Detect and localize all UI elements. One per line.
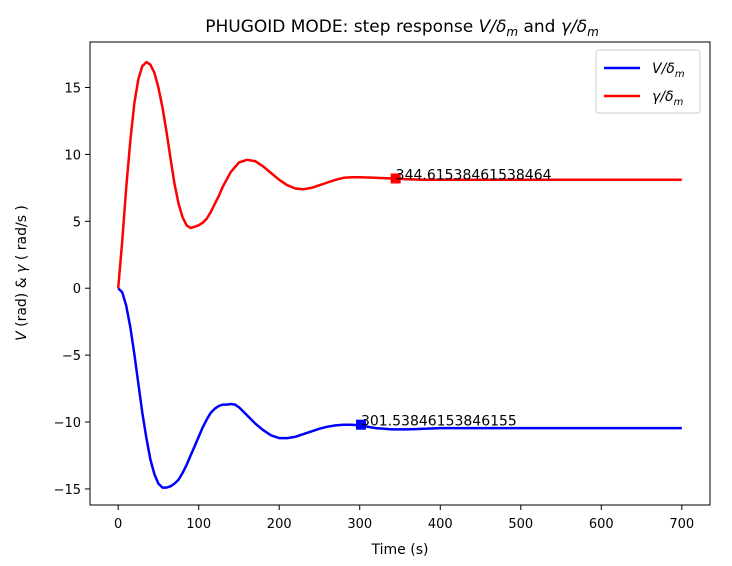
y-tick-label: −15 (54, 483, 81, 498)
axes-frame (89, 41, 711, 506)
series-line-0 (117, 287, 682, 489)
x-tick-label: 400 (428, 517, 453, 532)
x-tick-label: 200 (267, 517, 292, 532)
legend-label-gamma: γ/δm (652, 89, 684, 108)
marker-1 (390, 173, 401, 184)
x-axis-label: Time (s) (371, 542, 429, 558)
y-tick-label: −10 (54, 416, 81, 431)
x-axis-ticks: 0 100 200 300 400 500 600 700 (114, 505, 694, 532)
x-tick-label: 100 (186, 517, 211, 532)
legend: V/δm γ/δm (595, 49, 701, 114)
y-tick-label: 15 (64, 81, 81, 96)
y-tick-label: −5 (62, 349, 81, 364)
x-tick-label: 500 (508, 517, 533, 532)
x-tick-label: 600 (589, 517, 614, 532)
y-tick-label: 10 (64, 148, 81, 163)
y-tick-label: 5 (73, 215, 81, 230)
x-tick-label: 300 (347, 517, 372, 532)
y-axis-label: V (rad) & γ ( rad/s ) (14, 205, 30, 341)
y-tick-label: 0 (73, 282, 81, 297)
x-tick-label: 700 (669, 517, 694, 532)
chart-title: PHUGOID MODE: step response V/δm and γ/δ… (205, 17, 599, 39)
marker-0 (355, 419, 366, 430)
legend-box (595, 49, 701, 114)
x-tick-label: 0 (114, 517, 122, 532)
series-line-1 (116, 60, 682, 289)
legend-label-v: V/δm (652, 61, 685, 80)
plot-area: 301.53846153846155 344.61538461538464 (116, 60, 682, 489)
y-axis-ticks: −15 −10 −5 0 5 10 15 (54, 81, 90, 498)
marker-label-0: 301.53846153846155 (361, 414, 517, 430)
marker-label-1: 344.61538461538464 (396, 167, 552, 183)
